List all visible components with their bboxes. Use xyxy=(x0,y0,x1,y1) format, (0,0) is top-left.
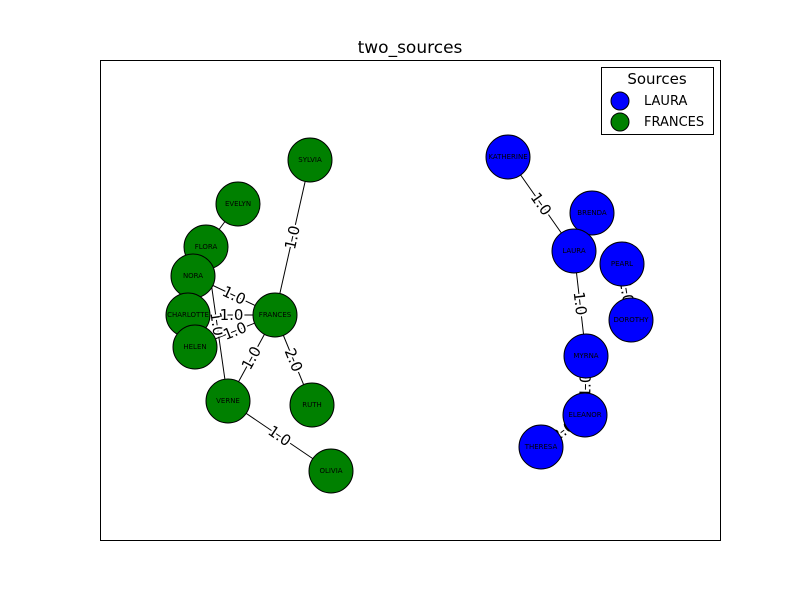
node-circle-evelyn xyxy=(215,181,261,227)
node-verne: VERNE xyxy=(205,378,251,424)
node-circle-katherine xyxy=(485,134,531,180)
node-helen: HELEN xyxy=(172,324,218,370)
edge-sylvia-frances xyxy=(274,159,311,316)
legend-label-laura: LAURA xyxy=(644,94,687,109)
node-label-brenda: BRENDA xyxy=(577,209,607,217)
node-label-evelyn: EVELYN xyxy=(225,200,251,208)
node-label-pearl: PEARL xyxy=(611,260,633,268)
node-brenda: BRENDA xyxy=(569,190,615,236)
node-circle-laura xyxy=(551,228,597,274)
node-circle-theresa xyxy=(518,424,564,470)
node-katherine: KATHERINE xyxy=(485,134,531,180)
node-circle-helen xyxy=(172,324,218,370)
legend-label-frances: FRANCES xyxy=(644,115,704,130)
node-circle-dorothy xyxy=(608,297,654,343)
node-label-theresa: THERESA xyxy=(524,443,558,451)
node-circle-eleanor xyxy=(562,392,608,438)
edge-label-charlotte-frances: 1.0 xyxy=(220,306,244,324)
node-ruth: RUTH xyxy=(289,382,335,428)
node-label-sylvia: SYLVIA xyxy=(298,156,322,164)
node-nora: NORA xyxy=(170,253,216,299)
node-circle-olivia xyxy=(308,448,354,494)
legend-title: Sources xyxy=(627,70,687,88)
node-circle-pearl xyxy=(599,241,645,287)
node-label-eleanor: ELEANOR xyxy=(568,411,601,419)
edge-label-myrna-eleanor: 1.0 xyxy=(576,373,594,397)
node-circle-myrna xyxy=(563,333,609,379)
node-theresa: THERESA xyxy=(518,424,564,470)
node-circle-frances xyxy=(252,292,298,338)
node-myrna: MYRNA xyxy=(563,333,609,379)
node-circle-verne xyxy=(205,378,251,424)
node-dorothy: DOROTHY xyxy=(608,297,654,343)
node-label-ruth: RUTH xyxy=(302,401,322,409)
legend-marker-laura xyxy=(610,91,630,111)
node-label-helen: HELEN xyxy=(183,343,206,351)
node-label-verne: VERNE xyxy=(216,397,240,405)
plot-frame xyxy=(100,60,721,541)
node-label-charlotte: CHARLOTTE xyxy=(167,311,209,319)
node-sylvia: SYLVIA xyxy=(287,137,333,183)
node-label-laura: LAURA xyxy=(562,247,586,255)
node-label-frances: FRANCES xyxy=(259,311,292,319)
node-label-flora: FLORA xyxy=(195,243,218,251)
nodes-layer: SYLVIA EVELYN FLORA NORA CHARLOTTE HELEN FRANC… xyxy=(165,134,654,494)
edge-label-laura-myrna: 1.0 xyxy=(570,291,591,317)
node-olivia: OLIVIA xyxy=(308,448,354,494)
node-eleanor: ELEANOR xyxy=(562,392,608,438)
node-label-katherine: KATHERINE xyxy=(488,153,527,161)
node-evelyn: EVELYN xyxy=(215,181,261,227)
node-frances: FRANCES xyxy=(252,292,298,338)
node-label-nora: NORA xyxy=(183,272,203,280)
node-circle-brenda xyxy=(569,190,615,236)
node-label-dorothy: DOROTHY xyxy=(613,316,649,324)
chart-title: two_sources xyxy=(358,38,463,58)
node-pearl: PEARL xyxy=(599,241,645,287)
legend: Sources LAURA FRANCES xyxy=(601,67,714,135)
node-circle-ruth xyxy=(289,382,335,428)
node-label-myrna: MYRNA xyxy=(573,352,598,360)
node-label-olivia: OLIVIA xyxy=(319,467,342,475)
node-laura: LAURA xyxy=(551,228,597,274)
legend-marker-frances xyxy=(610,112,630,132)
node-circle-sylvia xyxy=(287,137,333,183)
